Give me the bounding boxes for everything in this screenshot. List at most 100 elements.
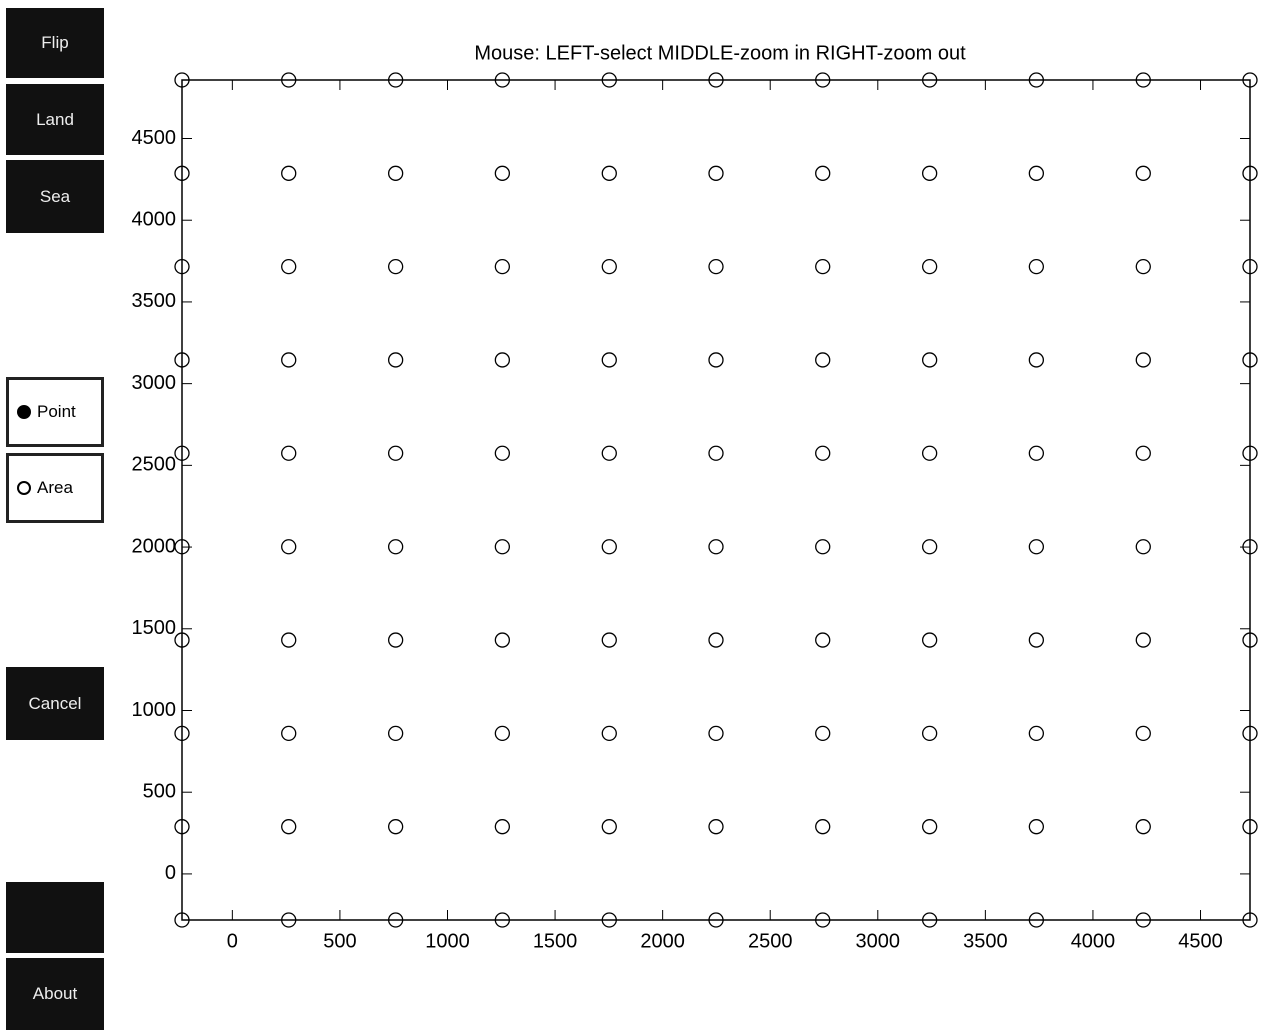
chart-title: Mouse: LEFT-select MIDDLE-zoom in RIGHT-…	[474, 42, 966, 64]
point	[708, 352, 724, 368]
blank-button[interactable]	[6, 882, 104, 953]
x-tick-label: 3000	[856, 930, 901, 952]
point	[601, 352, 617, 368]
point	[494, 445, 511, 461]
area-radio[interactable]: Area	[6, 453, 104, 523]
point	[387, 819, 404, 835]
point	[1028, 912, 1045, 928]
point	[601, 912, 617, 928]
point	[601, 632, 617, 648]
x-tick-label: 1000	[425, 930, 470, 952]
point-label: Point	[37, 402, 76, 421]
point	[1135, 352, 1151, 368]
point	[921, 912, 938, 928]
point	[708, 445, 724, 461]
point	[281, 819, 297, 835]
point	[1028, 539, 1045, 555]
point	[601, 725, 617, 742]
point	[1135, 819, 1151, 835]
point	[1028, 725, 1045, 742]
point	[1242, 72, 1258, 88]
point	[1028, 352, 1045, 368]
point	[387, 912, 404, 928]
point	[1242, 725, 1258, 742]
point	[281, 72, 297, 88]
point	[1135, 912, 1151, 928]
point	[708, 258, 724, 275]
point	[815, 539, 831, 555]
point	[921, 445, 938, 461]
point	[1242, 352, 1258, 368]
point	[494, 912, 511, 928]
point	[601, 819, 617, 835]
point	[815, 819, 831, 835]
point	[387, 258, 404, 275]
x-tick-label: 1500	[533, 930, 578, 952]
y-tick-label: 4000	[132, 208, 177, 230]
x-tick-label: 4500	[1178, 930, 1223, 952]
point	[1028, 165, 1045, 181]
x-tick-label: 4000	[1071, 930, 1116, 952]
point	[494, 725, 511, 742]
point	[281, 725, 297, 742]
cancel-button[interactable]: Cancel	[6, 667, 104, 740]
point	[815, 165, 831, 181]
point	[174, 539, 190, 555]
point	[921, 725, 938, 742]
point	[1135, 632, 1151, 648]
point	[387, 72, 404, 88]
point	[281, 165, 297, 181]
point	[708, 912, 724, 928]
point	[921, 819, 938, 835]
point	[708, 632, 724, 648]
point	[387, 539, 404, 555]
point	[281, 445, 297, 461]
point	[1242, 258, 1258, 275]
point	[601, 72, 617, 88]
point	[1135, 72, 1151, 88]
point	[1242, 165, 1258, 181]
point	[1028, 445, 1045, 461]
point	[387, 725, 404, 742]
y-tick-label: 1500	[132, 617, 177, 639]
point	[281, 632, 297, 648]
point	[815, 72, 831, 88]
point	[601, 258, 617, 275]
sea-button[interactable]: Sea	[6, 160, 104, 233]
land-button[interactable]: Land	[6, 84, 104, 155]
x-tick-label: 2000	[640, 930, 685, 952]
point	[174, 912, 190, 928]
point	[1135, 258, 1151, 275]
point	[708, 539, 724, 555]
point	[494, 72, 511, 88]
point	[1028, 819, 1045, 835]
y-tick-label: 3000	[132, 372, 177, 394]
point	[281, 539, 297, 555]
point	[601, 165, 617, 181]
point	[921, 539, 938, 555]
y-tick-label: 4500	[132, 127, 177, 149]
flip-button[interactable]: Flip	[6, 8, 104, 78]
point	[921, 72, 938, 88]
point	[708, 165, 724, 181]
point	[708, 725, 724, 742]
point	[494, 352, 511, 368]
point	[1028, 258, 1045, 275]
x-tick-label: 0	[227, 930, 238, 952]
point	[1028, 72, 1045, 88]
point	[815, 632, 831, 648]
point	[174, 819, 190, 835]
point	[1242, 445, 1258, 461]
x-tick-label: 500	[323, 930, 356, 952]
point-radio[interactable]: Point	[6, 377, 104, 447]
axes-box	[181, 79, 1251, 921]
y-tick-label: 2500	[132, 454, 177, 476]
point	[921, 352, 938, 368]
point	[1242, 912, 1258, 928]
point	[494, 819, 511, 835]
point	[387, 445, 404, 461]
point	[1135, 539, 1151, 555]
point	[174, 258, 190, 275]
about-button[interactable]: About	[6, 958, 104, 1030]
